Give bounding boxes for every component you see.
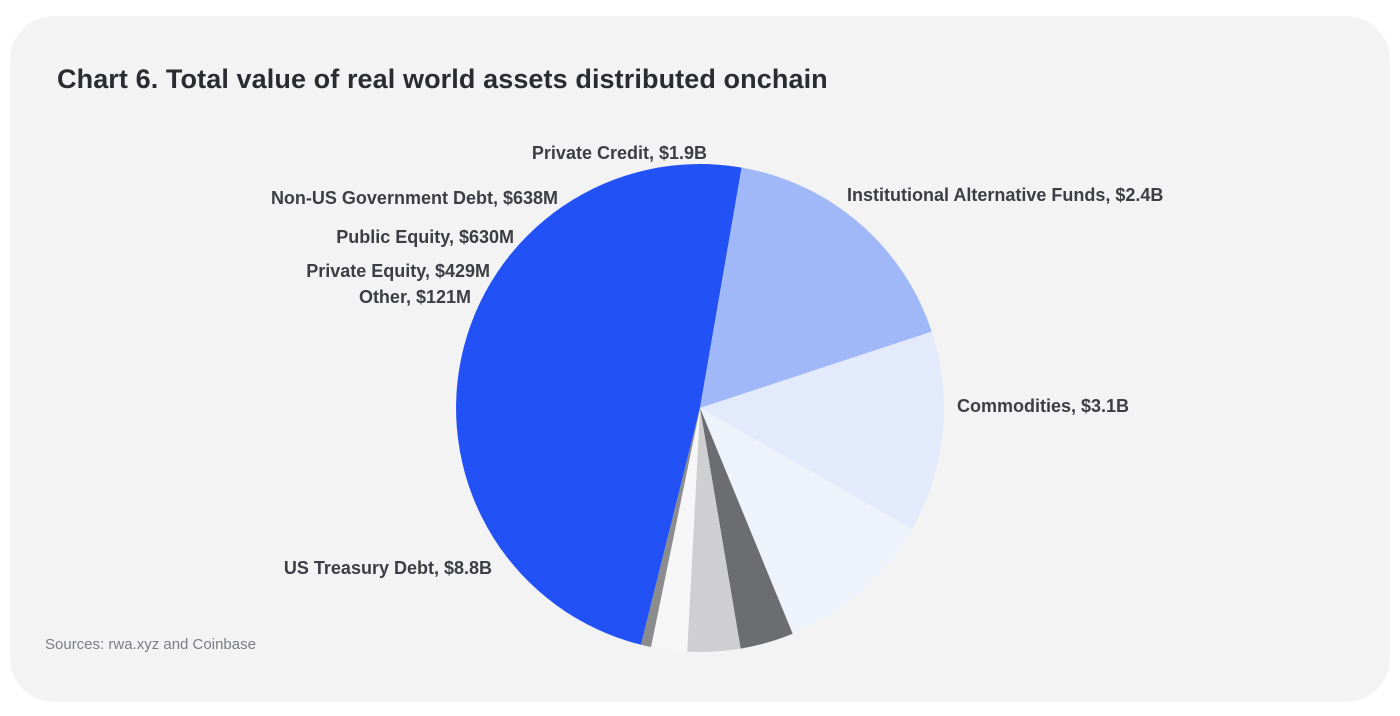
pie-slice-public-equity (687, 408, 741, 652)
pie-slice-non-us-government-debt (700, 408, 793, 649)
pie-slices (456, 164, 944, 652)
pie-slice-us-treasury-debt (456, 164, 742, 645)
pie-slice-commodities (700, 167, 932, 408)
chart-title: Chart 6. Total value of real world asset… (57, 64, 828, 94)
label-private-credit: Private Credit, $1.9B (532, 143, 707, 163)
source-note: Sources: rwa.xyz and Coinbase (45, 636, 256, 653)
pie-slice-private-credit (700, 408, 912, 634)
label-institutional-alternative-funds: Institutional Alternative Funds, $2.4B (847, 185, 1163, 205)
pie-slice-other (640, 408, 700, 648)
label-commodities: Commodities, $3.1B (957, 396, 1129, 416)
pie-slice-private-equity (651, 408, 700, 652)
label-private-equity: Private Equity, $429M (306, 261, 490, 281)
label-non-us-government-debt: Non-US Government Debt, $638M (271, 188, 558, 208)
label-other: Other, $121M (359, 287, 471, 307)
label-public-equity: Public Equity, $630M (336, 227, 514, 247)
pie-slice-institutional-alternative-funds (700, 331, 944, 529)
pie-labels: US Treasury Debt, $8.8B Commodities, $3.… (271, 143, 1163, 578)
label-us-treasury-debt: US Treasury Debt, $8.8B (284, 558, 492, 578)
